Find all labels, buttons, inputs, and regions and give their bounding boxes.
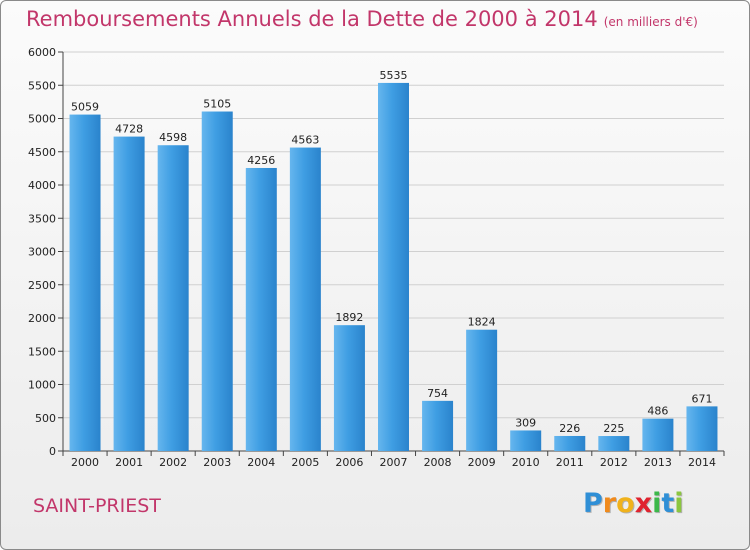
chart-title: Remboursements Annuels de la Dette de 20… (26, 7, 698, 31)
data-label-2003: 5105 (203, 98, 231, 111)
bar-2009 (466, 329, 498, 451)
data-label-2005: 4563 (291, 134, 319, 147)
data-label-2012: 225 (603, 422, 624, 435)
y-tick-label: 2500 (28, 279, 56, 292)
x-tick-label: 2013 (644, 456, 672, 469)
x-tick-label: 2014 (688, 456, 716, 469)
data-label-2007: 5535 (380, 69, 408, 82)
bar-2011 (554, 435, 586, 451)
bar-2013 (642, 418, 674, 451)
x-tick-label: 2006 (335, 456, 363, 469)
chart-subtitle: (en milliers d'€) (603, 15, 698, 29)
data-label-2001: 4728 (115, 123, 143, 136)
data-label-2006: 1892 (335, 311, 363, 324)
x-tick-label: 2012 (600, 456, 628, 469)
data-label-2014: 671 (691, 392, 712, 405)
x-tick-label: 2001 (115, 456, 143, 469)
data-label-2010: 309 (515, 416, 536, 429)
bar-2000 (69, 114, 101, 451)
data-label-2008: 754 (427, 387, 448, 400)
y-tick-label: 2000 (28, 312, 56, 325)
y-tick-label: 1500 (28, 345, 56, 358)
logo-letter: P (583, 488, 603, 519)
bar-2014 (686, 406, 718, 451)
bar-2005 (289, 147, 321, 452)
y-tick-label: 6000 (28, 46, 56, 59)
data-label-2002: 4598 (159, 131, 187, 144)
data-label-2000: 5059 (71, 101, 99, 114)
x-tick-label: 2003 (203, 456, 231, 469)
x-tick-label: 2002 (159, 456, 187, 469)
y-tick-label: 500 (35, 412, 56, 425)
bar-2010 (510, 430, 542, 451)
data-labels: 5059 4728 4598 5105 4256 4563 1892 5535 754 1824 3… (71, 69, 712, 435)
y-tick-label: 3500 (28, 212, 56, 225)
y-tick-label: 4500 (28, 146, 56, 159)
data-label-2011: 226 (559, 422, 580, 435)
axes: 0 500 1000 1500 2000 2500 3000 3500 4000 4500 5000… (28, 46, 725, 469)
bar-2001 (113, 136, 145, 451)
bar-2012 (598, 436, 630, 451)
x-tick-label: 2005 (291, 456, 319, 469)
x-tick-label: 2010 (512, 456, 540, 469)
bar-2004 (245, 167, 277, 451)
logo-letter: x (634, 488, 653, 519)
x-tick-label: 2004 (247, 456, 275, 469)
y-tick-label: 0 (49, 445, 56, 458)
data-label-2004: 4256 (247, 154, 275, 167)
proxiti-logo: Proxiti (583, 488, 684, 519)
logo-letter: r (602, 488, 617, 519)
bar-2007 (378, 82, 409, 452)
data-label-2009: 1824 (468, 316, 496, 329)
x-tick-label: 2008 (424, 456, 452, 469)
y-tick-label: 4000 (28, 179, 56, 192)
bars (69, 82, 718, 452)
x-tick-label: 2009 (468, 456, 496, 469)
chart-title-text: Remboursements Annuels de la Dette de 20… (26, 7, 598, 31)
bar-2008 (422, 400, 454, 451)
commune-name: SAINT-PRIEST (33, 495, 161, 517)
y-tick-label: 5500 (28, 79, 56, 92)
logo-letter: t (661, 488, 675, 519)
y-tick-label: 5000 (28, 113, 56, 126)
data-label-2013: 486 (647, 405, 668, 418)
bar-2003 (201, 111, 233, 451)
bar-2002 (157, 145, 189, 451)
logo-letter: o (616, 488, 635, 519)
bar-2006 (333, 325, 365, 451)
y-tick-label: 1000 (28, 379, 56, 392)
x-tick-label: 2007 (380, 456, 408, 469)
y-tick-label: 3000 (28, 246, 56, 259)
x-tick-label: 2000 (71, 456, 99, 469)
logo-letter: i (652, 488, 662, 519)
x-tick-label: 2011 (556, 456, 584, 469)
logo-letter: i (674, 488, 684, 519)
